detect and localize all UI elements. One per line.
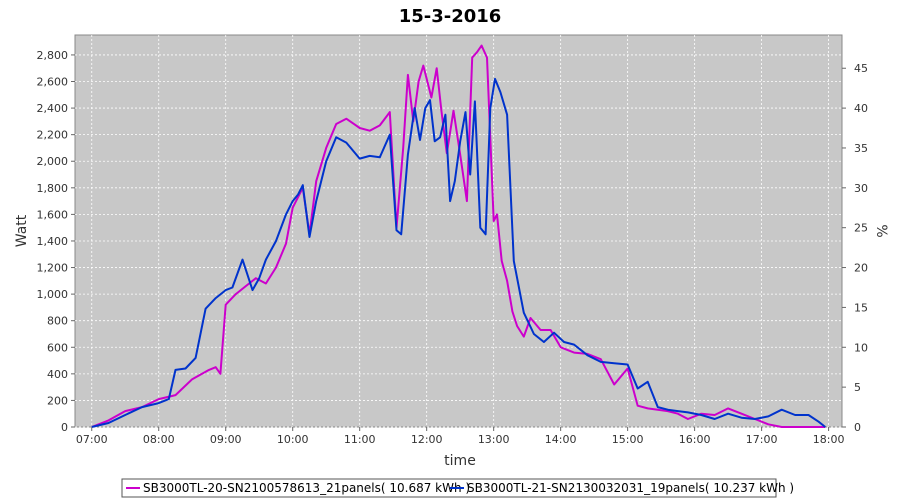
axes: 02004006008001,0001,2001,4001,6001,8002,… <box>37 49 869 446</box>
y2-tick-label: 0 <box>854 421 861 434</box>
x-tick-label: 07:00 <box>76 433 108 446</box>
legend-label-2: SB3000TL-21-SN2130032031_19panels( 10.23… <box>467 481 794 495</box>
y2-tick-label: 35 <box>854 142 868 155</box>
y2-tick-label: 10 <box>854 341 868 354</box>
grid-lines <box>75 35 842 428</box>
y2-tick-label: 40 <box>854 102 868 115</box>
y2-tick-label: 25 <box>854 222 868 235</box>
legend-label-1: SB3000TL-20-SN2100578613_21panels( 10.68… <box>143 481 470 495</box>
x-tick-label: 08:00 <box>143 433 175 446</box>
y-tick-label: 2,600 <box>37 76 69 89</box>
x-tick-label: 16:00 <box>679 433 711 446</box>
y-tick-label: 2,200 <box>37 129 69 142</box>
y-tick-label: 1,200 <box>37 262 69 275</box>
y-tick-label: 1,400 <box>37 235 69 248</box>
y-tick-label: 800 <box>47 315 68 328</box>
y-tick-label: 600 <box>47 341 68 354</box>
y-tick-label: 2,000 <box>37 155 69 168</box>
y2-tick-label: 45 <box>854 62 868 75</box>
y2-tick-label: 30 <box>854 182 868 195</box>
x-tick-label: 17:00 <box>746 433 778 446</box>
series-line-2 <box>91 77 826 428</box>
y-tick-label: 1,600 <box>37 208 69 221</box>
y-tick-label: 2,400 <box>37 102 69 115</box>
y2-tick-label: 20 <box>854 262 868 275</box>
plot-area <box>74 34 843 428</box>
x-tick-label: 14:00 <box>545 433 577 446</box>
y-axis-title: Watt <box>14 214 30 247</box>
x-tick-label: 09:00 <box>210 433 242 446</box>
y-tick-label: 400 <box>47 368 68 381</box>
chart-title: 15-3-2016 <box>399 6 502 27</box>
y-tick-label: 1,000 <box>37 288 69 301</box>
x-tick-label: 10:00 <box>277 433 309 446</box>
y2-tick-label: 15 <box>854 301 868 314</box>
x-tick-label: 12:00 <box>411 433 443 446</box>
y-tick-label: 2,800 <box>37 49 69 62</box>
series-lines <box>91 44 826 428</box>
y-tick-label: 200 <box>47 394 68 407</box>
x-tick-label: 13:00 <box>478 433 510 446</box>
series-line-1 <box>91 44 826 428</box>
legend-box <box>121 478 777 498</box>
y2-tick-label: 5 <box>854 381 861 394</box>
y2-axis-title: % <box>873 224 889 237</box>
x-tick-label: 15:00 <box>612 433 644 446</box>
x-axis-title: time <box>444 453 476 469</box>
y-tick-label: 1,800 <box>37 182 69 195</box>
x-tick-label: 11:00 <box>344 433 376 446</box>
y-tick-label: 0 <box>61 421 68 434</box>
x-tick-label: 18:00 <box>813 433 845 446</box>
legend: SB3000TL-20-SN2100578613_21panels( 10.68… <box>121 478 794 498</box>
